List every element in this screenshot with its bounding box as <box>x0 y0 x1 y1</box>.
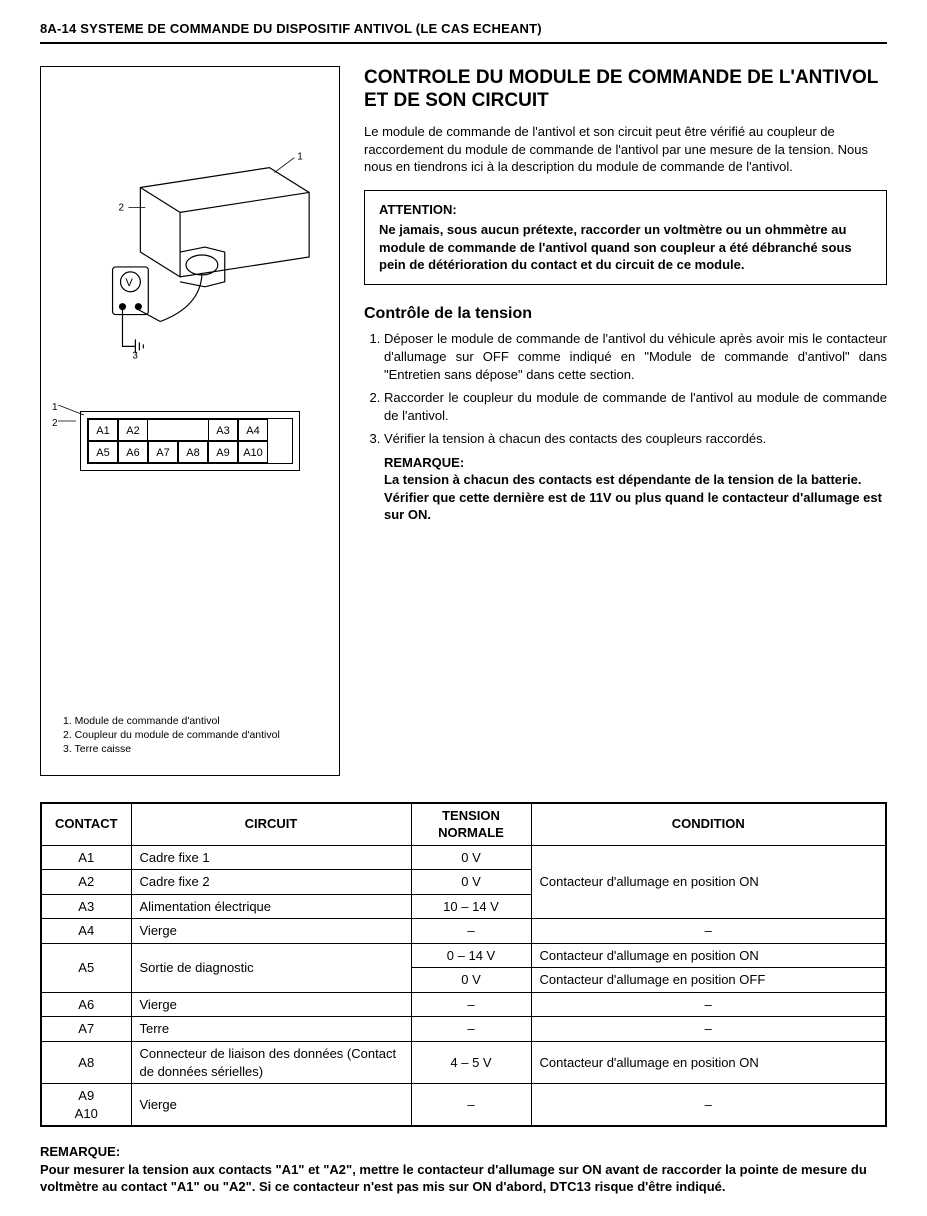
th-contact: CONTACT <box>41 803 131 846</box>
cell-circuit: Connecteur de liaison des données (Conta… <box>131 1042 411 1084</box>
th-condition: CONDITION <box>531 803 886 846</box>
svg-text:1: 1 <box>297 151 303 162</box>
cell-contact: A5 <box>41 943 131 992</box>
cell-tension: 0 V <box>411 845 531 870</box>
table-row: A4Vierge–– <box>41 919 886 944</box>
cell-tension: 10 – 14 V <box>411 894 531 919</box>
cell-contact: A9 A10 <box>41 1084 131 1127</box>
th-circuit: CIRCUIT <box>131 803 411 846</box>
cell-tension: – <box>411 919 531 944</box>
footer-remark-label: REMARQUE: <box>40 1143 887 1161</box>
cell-tension: 0 V <box>411 968 531 993</box>
connector-drawing: 1 2 A1A2A3A4A5A6A7A8A9A10 <box>51 411 329 611</box>
legend-line: 1. Module de commande d'antivol <box>63 714 280 728</box>
cell-tension: – <box>411 992 531 1017</box>
steps-list: Déposer le module de commande de l'antiv… <box>368 330 887 447</box>
pin-cell: A4 <box>238 419 268 441</box>
cell-contact: A1 <box>41 845 131 870</box>
figure-legend: 1. Module de commande d'antivol2. Couple… <box>63 714 280 757</box>
pin-cell: A5 <box>88 441 118 463</box>
th-tension: TENSION NORMALE <box>411 803 531 846</box>
cell-tension: 4 – 5 V <box>411 1042 531 1084</box>
intro-paragraph: Le module de commande de l'antivol et so… <box>364 123 887 176</box>
cell-condition: Contacteur d'allumage en position ON <box>531 943 886 968</box>
step-remark: REMARQUE: La tension à chacun des contac… <box>364 454 887 524</box>
cell-condition: – <box>531 1017 886 1042</box>
pin-cell: A1 <box>88 419 118 441</box>
attention-label: ATTENTION: <box>379 201 872 219</box>
table-row: A6Vierge–– <box>41 992 886 1017</box>
cell-tension: – <box>411 1017 531 1042</box>
module-drawing: V 1 2 3 <box>51 147 329 367</box>
table-row: A5Sortie de diagnostic0 – 14 VContacteur… <box>41 943 886 968</box>
table-row: A1Cadre fixe 10 VContacteur d'allumage e… <box>41 845 886 870</box>
subheading: Contrôle de la tension <box>364 303 887 325</box>
cell-contact: A7 <box>41 1017 131 1042</box>
pin-cell: A6 <box>118 441 148 463</box>
remark-body: La tension à chacun des contacts est dép… <box>384 471 887 524</box>
attention-body: Ne jamais, sous aucun prétexte, raccorde… <box>379 221 872 274</box>
legend-line: 3. Terre caisse <box>63 742 280 756</box>
cell-circuit: Vierge <box>131 992 411 1017</box>
section-title: CONTROLE DU MODULE DE COMMANDE DE L'ANTI… <box>364 66 887 114</box>
cell-circuit: Cadre fixe 1 <box>131 845 411 870</box>
cell-tension: – <box>411 1084 531 1127</box>
cell-circuit: Sortie de diagnostic <box>131 943 411 992</box>
cell-circuit: Terre <box>131 1017 411 1042</box>
cell-condition: Contacteur d'allumage en position ON <box>531 1042 886 1084</box>
cell-circuit: Vierge <box>131 1084 411 1127</box>
step-item: Raccorder le coupleur du module de comma… <box>384 389 887 424</box>
pin-cell: A7 <box>148 441 178 463</box>
cell-contact: A4 <box>41 919 131 944</box>
page-header: 8A-14 SYSTEME DE COMMANDE DU DISPOSITIF … <box>40 20 887 44</box>
cell-condition: – <box>531 919 886 944</box>
svg-text:V: V <box>125 276 133 288</box>
table-row: A7Terre–– <box>41 1017 886 1042</box>
cell-contact: A6 <box>41 992 131 1017</box>
cell-tension: 0 – 14 V <box>411 943 531 968</box>
cell-condition: – <box>531 992 886 1017</box>
cell-condition: Contacteur d'allumage en position OFF <box>531 968 886 993</box>
remark-label: REMARQUE: <box>384 454 887 472</box>
pin-cell: A9 <box>208 441 238 463</box>
step-item: Vérifier la tension à chacun des contact… <box>384 430 887 448</box>
text-column: CONTROLE DU MODULE DE COMMANDE DE L'ANTI… <box>364 66 887 524</box>
pin-cell: A3 <box>208 419 238 441</box>
pin-cell: A2 <box>118 419 148 441</box>
cell-tension: 0 V <box>411 870 531 895</box>
cell-circuit: Alimentation électrique <box>131 894 411 919</box>
figure-panel: V 1 2 3 1 2 A <box>40 66 340 776</box>
cell-condition: Contacteur d'allumage en position ON <box>531 845 886 919</box>
legend-line: 2. Coupleur du module de commande d'anti… <box>63 728 280 742</box>
cell-contact: A8 <box>41 1042 131 1084</box>
cell-contact: A2 <box>41 870 131 895</box>
cell-condition: – <box>531 1084 886 1127</box>
pin-cell: A10 <box>238 441 268 463</box>
footer-remark-body: Pour mesurer la tension aux contacts "A1… <box>40 1161 887 1196</box>
step-item: Déposer le module de commande de l'antiv… <box>384 330 887 383</box>
footer-remark: REMARQUE: Pour mesurer la tension aux co… <box>40 1143 887 1196</box>
pin-cell: A8 <box>178 441 208 463</box>
voltage-table: CONTACT CIRCUIT TENSION NORMALE CONDITIO… <box>40 802 887 1128</box>
cell-circuit: Cadre fixe 2 <box>131 870 411 895</box>
cell-circuit: Vierge <box>131 919 411 944</box>
main-columns: V 1 2 3 1 2 A <box>40 66 887 776</box>
cell-contact: A3 <box>41 894 131 919</box>
table-row: A9 A10Vierge–– <box>41 1084 886 1127</box>
table-row: A8Connecteur de liaison des données (Con… <box>41 1042 886 1084</box>
svg-text:3: 3 <box>132 350 138 361</box>
attention-box: ATTENTION: Ne jamais, sous aucun prétext… <box>364 190 887 285</box>
pin-cell <box>148 419 178 441</box>
pin-cell <box>178 419 208 441</box>
svg-text:2: 2 <box>119 202 125 213</box>
